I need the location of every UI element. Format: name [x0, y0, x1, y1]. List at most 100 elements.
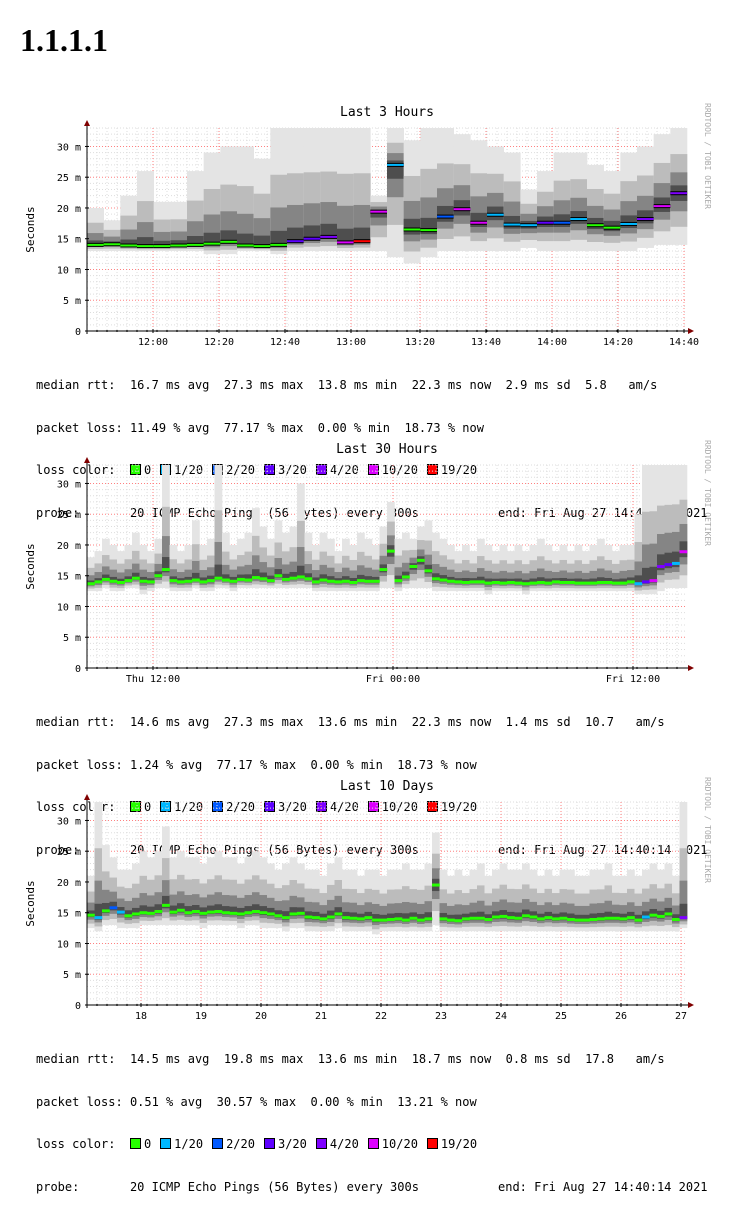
loss-color-item: 10/20	[367, 800, 418, 814]
median-line-segment	[552, 917, 560, 921]
smoke-band	[679, 880, 688, 922]
median-line-segment	[244, 911, 253, 915]
x-tick-label: Thu 12:00	[126, 674, 180, 685]
smoke-band	[319, 574, 328, 582]
smoke-band	[537, 577, 545, 584]
loss-color-label-text: 1/20	[174, 1137, 204, 1151]
median-line-segment	[364, 916, 373, 920]
smoke-band	[597, 912, 605, 921]
median-line-segment	[679, 550, 688, 554]
loss-color-item: 0	[129, 1137, 151, 1151]
median-line-segment	[137, 245, 154, 248]
median-line-segment	[94, 580, 103, 584]
y-axis-label: Seconds	[24, 543, 37, 589]
smoke-band	[222, 564, 230, 583]
median-line-segment	[303, 237, 321, 240]
median-line-segment	[252, 909, 260, 913]
smoke-band	[462, 577, 470, 584]
loss-color-swatch	[367, 464, 379, 475]
median-line-segment	[177, 580, 185, 584]
smoke-band	[162, 895, 170, 909]
smoke-band	[544, 911, 553, 920]
packet-loss-label: packet loss:	[36, 757, 123, 772]
smoke-band	[424, 901, 433, 924]
smoke-band	[120, 239, 138, 247]
loss-color-label-text: 3/20	[277, 800, 307, 814]
median-line-segment	[379, 918, 388, 922]
smoke-band	[349, 577, 358, 584]
loss-color-label-text: 4/20	[329, 800, 359, 814]
median-line-segment	[447, 579, 455, 583]
y-tick-label: 10 m	[57, 265, 81, 276]
smoke-band	[437, 205, 454, 222]
smoke-band	[409, 912, 418, 921]
median-line-segment	[424, 569, 433, 573]
median-line-segment	[109, 579, 118, 583]
y-tick-label: 30 m	[57, 142, 81, 153]
smoke-band	[553, 214, 571, 227]
loss-color-swatch	[367, 801, 379, 812]
smoke-band	[267, 907, 275, 917]
smoke-band	[147, 895, 155, 918]
median-line-segment	[537, 221, 554, 224]
smoke-band	[154, 892, 163, 917]
x-tick-label: 12:00	[138, 337, 168, 348]
smoke-band	[379, 914, 388, 922]
median-rtt-label: median rtt:	[36, 715, 116, 729]
loss-color-item: 10/20	[367, 1137, 418, 1151]
median-line-segment	[184, 911, 193, 915]
smoke-band	[544, 578, 553, 585]
median-line-segment	[237, 244, 254, 247]
y-tick-label: 15 m	[57, 235, 81, 246]
smoke-band	[169, 905, 178, 915]
loss-color-label-text: 3/20	[277, 463, 307, 477]
median-line-segment	[454, 919, 463, 923]
smoke-band	[679, 903, 688, 920]
x-tick-label: 23	[435, 1011, 447, 1022]
median-line-segment	[312, 916, 320, 920]
median-line-segment	[274, 914, 283, 918]
smoke-band	[102, 889, 110, 916]
y-tick-label: 20 m	[57, 204, 81, 215]
median-line-segment	[222, 911, 230, 915]
median-line-segment	[372, 579, 380, 583]
smoke-band	[297, 547, 305, 581]
median-line-segment	[184, 579, 193, 583]
median-line-segment	[409, 916, 418, 920]
loss-color-swatch	[129, 1138, 141, 1149]
median-line-segment	[582, 581, 590, 585]
median-rtt-label: median rtt:	[36, 378, 116, 392]
median-line-segment	[537, 917, 545, 921]
median-line-segment	[139, 579, 148, 583]
probe-label: probe:	[36, 505, 80, 520]
x-tick-label: 27	[675, 1011, 687, 1022]
median-line-segment	[102, 909, 110, 913]
smoke-band	[184, 906, 193, 915]
chart-last-30-hours: Last 30 Hours 0 5 m 10 m 15 m 20 m 25 m 30 m Thu…	[0, 432, 748, 857]
median-line-segment	[372, 918, 380, 922]
smoke-band	[537, 913, 545, 921]
smoke-band	[312, 577, 320, 584]
loss-color-item: 10/20	[367, 463, 418, 477]
median-line-segment	[394, 579, 403, 583]
median-rtt-label: median rtt:	[36, 1052, 116, 1066]
median-line-segment	[559, 916, 568, 920]
page-title: 1.1.1.1	[20, 22, 108, 58]
smoke-band	[259, 572, 268, 581]
y-tick-label: 30 m	[57, 479, 81, 490]
smoke-band	[589, 913, 598, 922]
median-line-segment	[94, 916, 103, 920]
loss-color-label-text: 4/20	[329, 463, 359, 477]
smoke-band	[267, 567, 275, 584]
smoke-band	[252, 569, 260, 580]
y-axis-arrow	[84, 120, 90, 126]
median-line-segment	[462, 917, 470, 921]
median-line-segment	[192, 909, 200, 913]
smoke-band	[102, 902, 110, 914]
y-tick-label: 0	[75, 327, 81, 338]
smoke-band	[253, 235, 271, 247]
smoke-band	[102, 566, 110, 583]
median-line-segment	[169, 910, 178, 914]
x-axis-arrow	[688, 328, 694, 334]
x-tick-label: 14:20	[603, 337, 633, 348]
